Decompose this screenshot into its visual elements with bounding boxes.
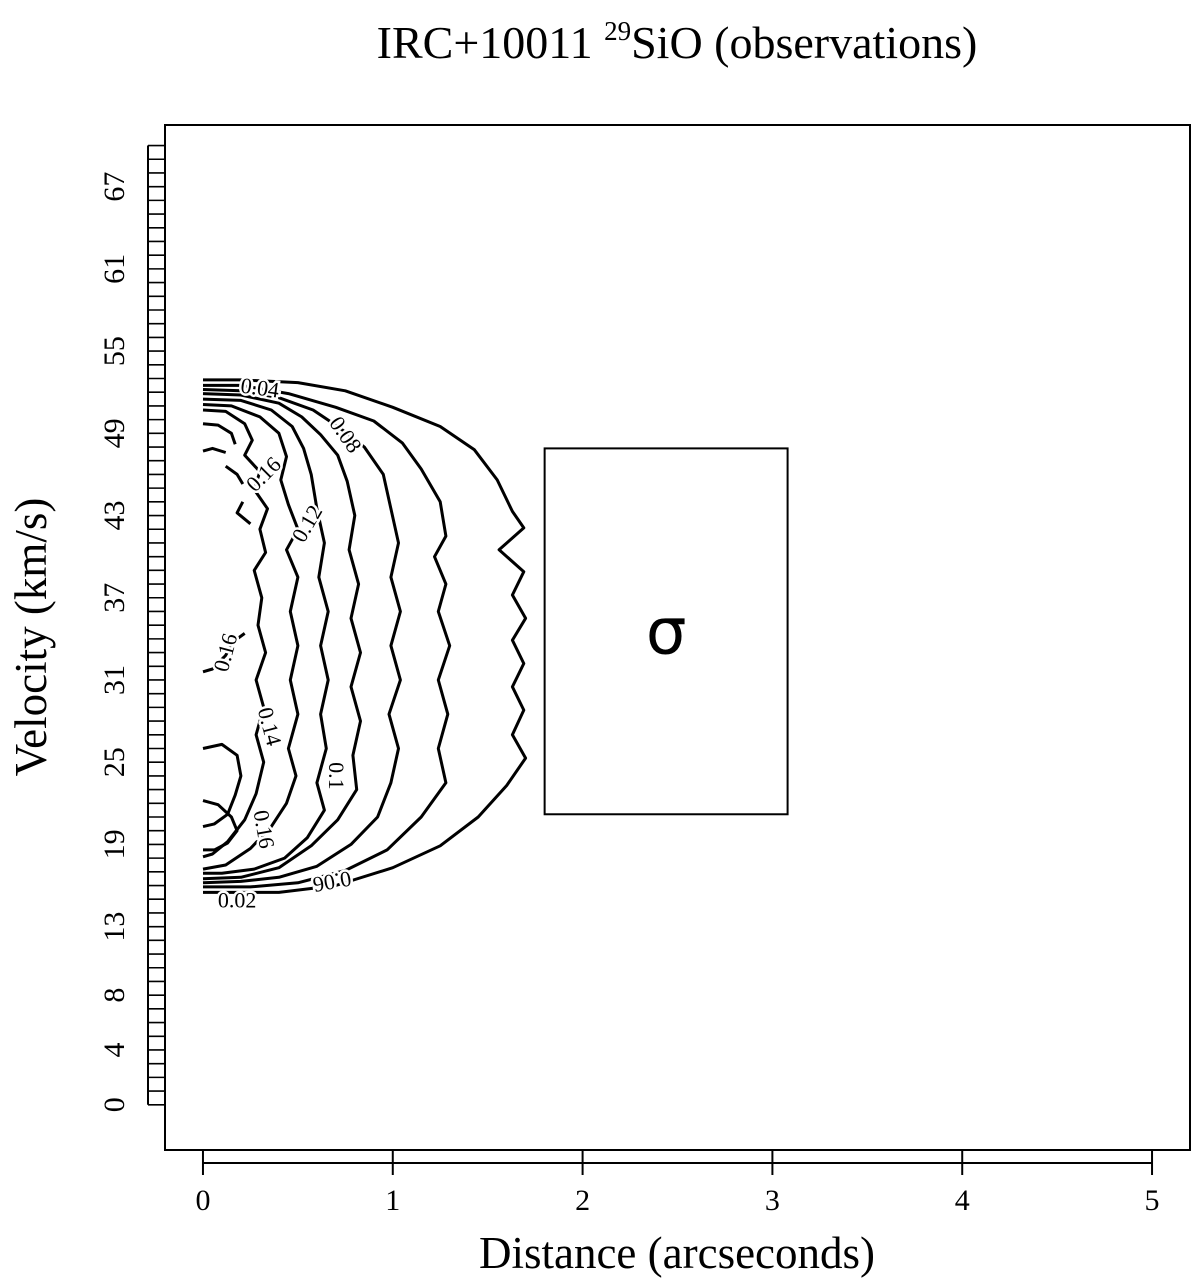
contour-line (224, 464, 245, 485)
y-tick-label: 8 (98, 988, 131, 1003)
contour-label: 0.02 (218, 888, 257, 913)
contour-line (202, 397, 330, 875)
chart-title: IRC+10011 29SiO (observations) (377, 16, 978, 68)
y-tick-label: 31 (98, 665, 131, 695)
x-axis: 0 1 2 3 4 5 (195, 1150, 1160, 1217)
y-tick-label: 61 (98, 254, 131, 284)
sigma-rectangle (543, 447, 789, 816)
contour-label: 0.16 (208, 631, 242, 675)
sigma-symbol: σ (646, 595, 687, 669)
y-axis: 0 4 8 13 19 25 31 37 43 49 55 61 67 (98, 144, 165, 1112)
contour-line (202, 403, 300, 871)
contour-line (235, 501, 252, 525)
sigma-box: σ (543, 447, 789, 816)
y-tick-label: 25 (98, 747, 131, 777)
contour-line (202, 408, 269, 859)
y-tick-label: 19 (98, 829, 131, 859)
y-tick-label: 37 (98, 583, 131, 613)
contour-line (203, 378, 528, 894)
x-axis-label: Distance (arcseconds) (479, 1228, 875, 1278)
contour-labels: 0.040.080.160.120.160.140.10.160.060.02 (206, 370, 370, 915)
y-tick-label: 55 (98, 336, 131, 366)
contour-line (202, 446, 227, 454)
y-tick-label: 43 (98, 501, 131, 531)
y-tick-label: 13 (98, 912, 131, 942)
x-tick-label: 2 (575, 1184, 590, 1217)
contour-line (202, 422, 237, 445)
y-tick-label: 67 (98, 172, 131, 202)
contour-line (202, 742, 243, 829)
contour-label: 0.04 (239, 373, 281, 403)
x-tick-label: 5 (1145, 1184, 1160, 1217)
contour-line (202, 392, 362, 881)
x-tick-label: 3 (765, 1184, 780, 1217)
contour-line (202, 388, 402, 885)
plot-frame (164, 124, 1191, 1151)
contour-line (202, 632, 246, 674)
contour-line (202, 799, 239, 852)
y-tick-label: 49 (98, 418, 131, 448)
contour-label: 0.06 (311, 866, 353, 897)
y-tick-label: 0 (98, 1097, 131, 1112)
x-tick-label: 4 (955, 1184, 970, 1217)
y-axis-label: Velocity (km/s) (6, 498, 56, 777)
contour-lines (202, 378, 528, 894)
x-tick-label: 1 (385, 1184, 400, 1217)
contour-line (203, 383, 452, 889)
contour-label: 0.1 (324, 762, 349, 790)
contour-label: 0.08 (324, 411, 367, 457)
y-tick-label: 4 (98, 1042, 131, 1057)
x-tick-label: 0 (195, 1184, 210, 1217)
